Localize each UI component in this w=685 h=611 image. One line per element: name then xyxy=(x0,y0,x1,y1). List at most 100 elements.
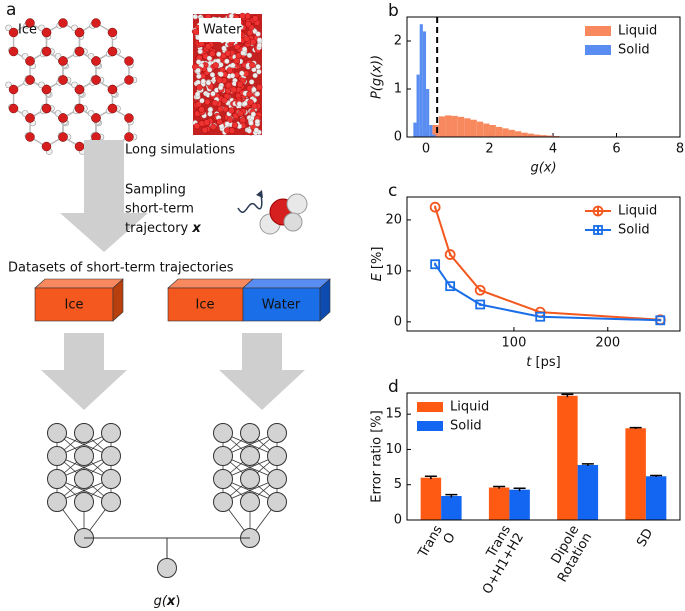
water-h xyxy=(236,101,243,107)
nn-node xyxy=(267,446,287,466)
box-top xyxy=(242,278,331,289)
water-o xyxy=(204,43,212,50)
error-bar xyxy=(424,475,437,480)
nn-node xyxy=(47,446,67,466)
oxygen xyxy=(91,18,101,28)
water-h xyxy=(248,120,254,126)
water-h xyxy=(255,64,261,70)
output-label: g(x) xyxy=(154,594,181,609)
water-o xyxy=(228,107,235,114)
hist-bar xyxy=(426,89,430,137)
water-h xyxy=(216,51,222,57)
oxygen xyxy=(124,132,134,142)
panel-label: c xyxy=(388,181,397,201)
axis-unit: [ps] xyxy=(536,355,561,370)
oxygen xyxy=(8,103,19,114)
oxygen xyxy=(41,27,52,38)
bar xyxy=(625,428,646,520)
legend-label: Liquid xyxy=(618,204,657,219)
x-tick-label: 200 xyxy=(595,336,620,351)
water-label-bg xyxy=(199,18,241,42)
nn-node xyxy=(240,423,260,443)
box-front xyxy=(167,287,244,322)
oxygen xyxy=(58,132,68,142)
water-h xyxy=(230,62,236,68)
box-top xyxy=(34,278,124,289)
bar xyxy=(577,464,599,520)
legend-label: Solid xyxy=(618,223,650,238)
x-tick-label: 4 xyxy=(549,142,557,157)
oxygen xyxy=(107,103,118,114)
water-o xyxy=(212,62,219,69)
water-h xyxy=(207,67,213,73)
water-h xyxy=(218,71,224,77)
bar xyxy=(441,496,462,520)
panel-label: a xyxy=(6,0,16,20)
axis-symbol: E xyxy=(370,272,385,281)
panel-a-art: Water Ice Ice Water xyxy=(5,12,331,578)
legend-label: Liquid xyxy=(618,24,657,39)
trajectory-arrow xyxy=(237,191,263,213)
marker xyxy=(535,311,546,322)
oxygen xyxy=(124,56,134,66)
output-part: ) xyxy=(175,594,180,609)
water-o xyxy=(225,81,232,89)
nn-node xyxy=(240,446,260,466)
step-text: Sampling xyxy=(125,183,186,198)
marker xyxy=(429,201,441,213)
box-label: Ice xyxy=(196,298,215,313)
oxygen xyxy=(41,46,52,57)
nn-node xyxy=(101,446,121,466)
oxygen xyxy=(41,103,52,114)
water-h xyxy=(250,111,256,117)
y-tick-label: 15 xyxy=(385,407,402,422)
water-h xyxy=(197,48,203,55)
x-tick-label: SD xyxy=(634,526,656,549)
y-tick-label: 10 xyxy=(385,263,402,278)
water-o xyxy=(237,110,244,117)
nn-node xyxy=(74,492,94,512)
water-label: Water xyxy=(203,23,242,38)
y-tick-label: 5 xyxy=(394,477,402,492)
x-tick-label: DipoleRotation xyxy=(542,523,595,585)
x-tick-label: 2 xyxy=(485,142,493,157)
nn-node xyxy=(101,469,121,489)
water-o xyxy=(216,118,223,126)
water-o xyxy=(246,90,253,98)
water-h xyxy=(199,98,205,104)
water-h xyxy=(195,91,201,97)
error-bar xyxy=(561,393,574,398)
marker xyxy=(444,249,456,260)
output-part: x xyxy=(166,594,176,609)
axes-frame xyxy=(406,196,681,332)
hist-bar xyxy=(533,134,541,137)
axes-frame xyxy=(406,392,681,521)
flow-arrow xyxy=(219,333,305,410)
y-tick-label: 0 xyxy=(394,513,402,528)
axis-unit: [%] xyxy=(370,247,385,270)
water-o xyxy=(192,28,199,35)
hist-bar xyxy=(419,24,423,138)
output-part: g( xyxy=(154,594,168,609)
legend-swatch xyxy=(417,421,443,431)
x-tick-label: 100 xyxy=(502,336,527,351)
water-h xyxy=(256,69,262,75)
error-bar xyxy=(513,487,526,492)
hist-bar xyxy=(508,129,515,137)
mol-h xyxy=(283,212,303,232)
oxygen xyxy=(107,27,118,38)
water-o xyxy=(204,98,211,106)
nn-node xyxy=(213,423,233,443)
water-o xyxy=(252,15,259,22)
marker xyxy=(475,299,486,310)
oxygen xyxy=(58,56,68,66)
hist-bar xyxy=(464,118,471,137)
axes-frame xyxy=(406,16,681,138)
oxygen xyxy=(8,27,19,38)
water-h xyxy=(228,13,234,19)
water-o xyxy=(210,123,217,130)
marker xyxy=(655,315,666,326)
water-h xyxy=(224,58,230,64)
y-axis-label: P(g(x)) xyxy=(370,55,385,99)
